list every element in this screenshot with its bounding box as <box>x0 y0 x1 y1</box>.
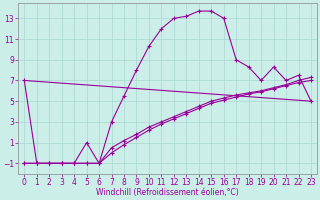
X-axis label: Windchill (Refroidissement éolien,°C): Windchill (Refroidissement éolien,°C) <box>96 188 239 197</box>
